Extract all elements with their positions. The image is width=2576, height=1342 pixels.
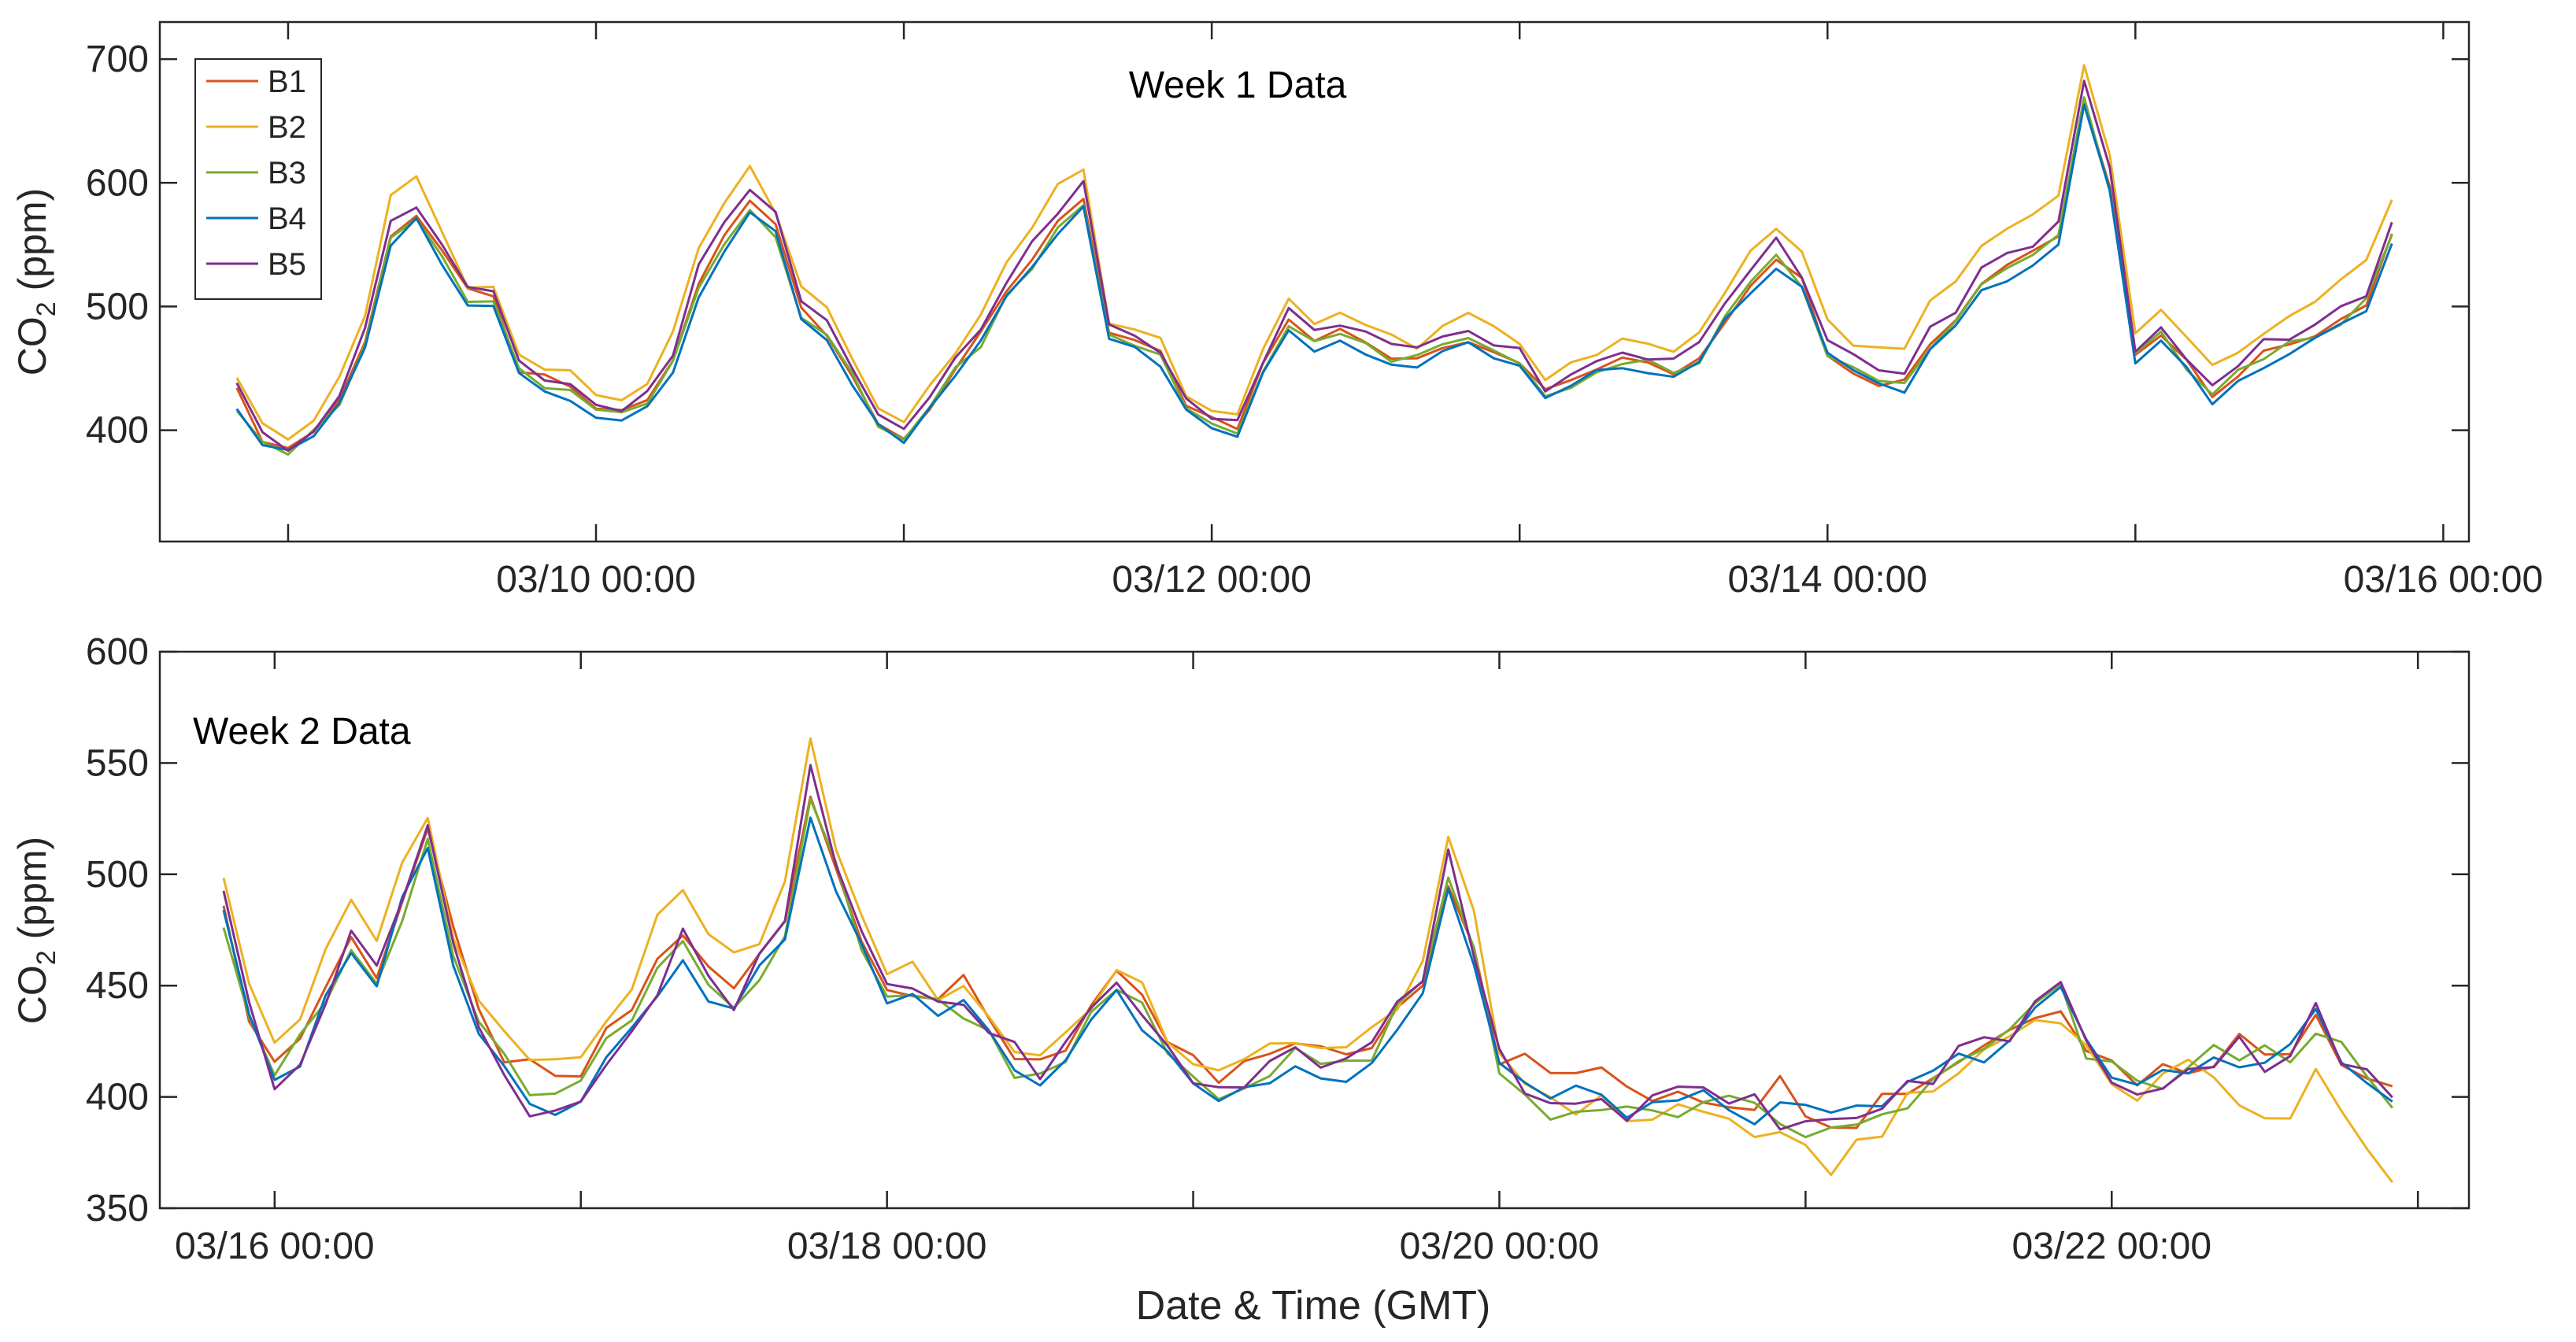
week-2-ytick-label: 500 — [86, 854, 149, 896]
week-2-annotation: Week 2 Data — [193, 711, 411, 752]
week-1-series-b5 — [235, 79, 2393, 453]
week-2-series-b5 — [222, 763, 2393, 1131]
week-2-y-axis-label: CO2 (ppm) — [10, 837, 61, 1024]
week-1-series-b4 — [235, 103, 2393, 452]
week-2-xtick-label: 03/16 00:00 — [175, 1226, 375, 1267]
week-1-ticks: 400 500 600 700 03/10 00:00 03/12 00:00 03/14 … — [86, 22, 2543, 601]
week-1-series-b2 — [235, 64, 2393, 441]
week-2-panel: 350 400 450 500 550 600 03/16 00:00 03/18 00:00… — [10, 631, 2471, 1267]
x-axis-label: Date & Time (GMT) — [1136, 1283, 1491, 1329]
week-1-ytick-label: 400 — [86, 410, 149, 452]
week-2-ytick-label: 400 — [86, 1077, 149, 1118]
week-2-lines — [222, 737, 2393, 1184]
legend-label-b4: B4 — [268, 201, 306, 236]
legend-label-b5: B5 — [268, 247, 306, 282]
week-2-ytick-label: 350 — [86, 1188, 149, 1229]
week-2-series-b2 — [222, 737, 2393, 1184]
week-2-ticks: 350 400 450 500 550 600 03/16 00:00 03/18 00:00… — [86, 631, 2469, 1267]
week-1-series-b3 — [235, 96, 2393, 456]
week-2-ytick-label: 600 — [86, 631, 149, 673]
week-1-axes-box — [158, 20, 2471, 543]
week-1-y-axis-label: CO2 (ppm) — [10, 188, 61, 375]
legend-box — [194, 58, 322, 300]
week-2-xtick-label: 03/22 00:00 — [2012, 1226, 2211, 1267]
legend: B1 B2 B3 B4 B5 — [194, 58, 322, 300]
legend-label-b2: B2 — [268, 110, 306, 145]
week-1-xtick-label: 03/10 00:00 — [496, 559, 696, 601]
week-1-ytick-label: 600 — [86, 162, 149, 204]
week-1-lines — [235, 64, 2393, 456]
legend-label-b3: B3 — [268, 156, 306, 190]
week-1-panel: 400 500 600 700 03/10 00:00 03/12 00:00 03/14 … — [10, 20, 2543, 601]
week-2-axes-box — [158, 650, 2471, 1210]
week-2-xtick-label: 03/18 00:00 — [787, 1226, 987, 1267]
week-2-ytick-label: 450 — [86, 965, 149, 1007]
week-1-xtick-label: 03/12 00:00 — [1112, 559, 1312, 601]
week-2-xtick-label: 03/20 00:00 — [1400, 1226, 1600, 1267]
week-1-annotation: Week 1 Data — [1129, 65, 1347, 106]
legend-label-b1: B1 — [268, 65, 306, 99]
week-1-ytick-label: 500 — [86, 286, 149, 327]
week-1-xtick-label: 03/14 00:00 — [1727, 559, 1927, 601]
week-1-xtick-label: 03/16 00:00 — [2344, 559, 2544, 601]
week-1-ytick-label: 700 — [86, 39, 149, 80]
week-2-ytick-label: 550 — [86, 742, 149, 784]
